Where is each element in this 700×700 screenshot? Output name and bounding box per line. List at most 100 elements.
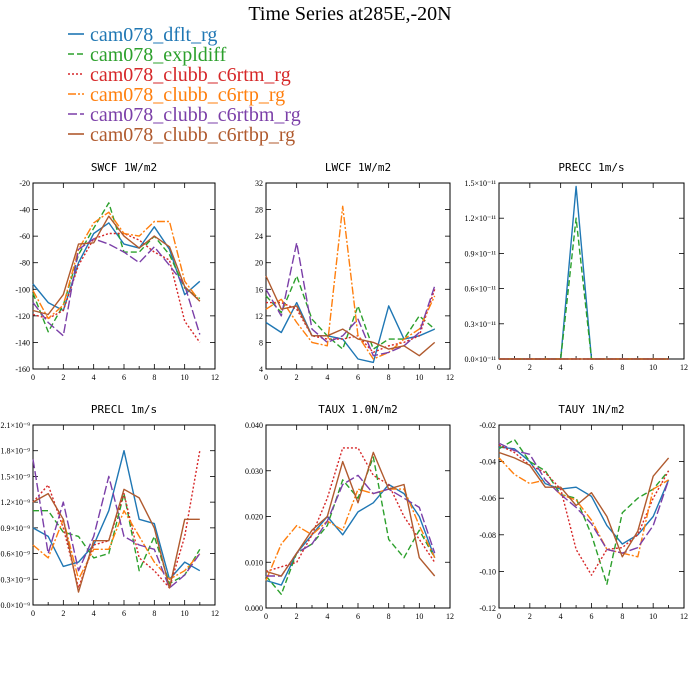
chart-panel: SWCF 1W/m2 0 2 4 6 8 10 12 -160 -140 -120 -100 -80 -6… bbox=[15, 161, 219, 382]
chart-panel: TAUX 1.0N/m2 0 2 4 6 8 10 12 0.000 0.010 0.020 0.03… bbox=[245, 403, 454, 621]
plot-frame bbox=[498, 424, 685, 609]
y-tick-label: -60 bbox=[19, 232, 30, 241]
panel-title: PRECL 1m/s bbox=[91, 403, 157, 416]
series-line bbox=[266, 289, 436, 354]
x-tick-label: 4 bbox=[92, 609, 96, 618]
series-line bbox=[32, 215, 201, 316]
series-line bbox=[265, 483, 436, 586]
series-line bbox=[498, 444, 670, 576]
y-tick-label: -0.04 bbox=[479, 458, 496, 467]
legend-item: cam078_dflt_rg bbox=[68, 24, 217, 46]
chart-panel: PRECC 1m/s 0 2 4 6 8 10 12 0.0×10⁻¹¹ 0.3×10⁻¹¹ 0.6… bbox=[464, 161, 688, 372]
series-line bbox=[499, 185, 669, 360]
series-line bbox=[265, 301, 435, 364]
series-line bbox=[498, 451, 670, 558]
legend: cam078_dflt_rgcam078_expldiffcam078_club… bbox=[68, 24, 301, 146]
x-tick-label: 8 bbox=[152, 373, 156, 382]
panel-title: PRECC 1m/s bbox=[558, 161, 624, 174]
series-line bbox=[265, 447, 436, 573]
x-tick-label: 12 bbox=[680, 363, 688, 372]
x-tick-label: 8 bbox=[387, 612, 391, 621]
y-tick-label: 0.9×10⁻⁹ bbox=[0, 524, 30, 533]
x-tick-label: 12 bbox=[446, 373, 454, 382]
series-line bbox=[498, 446, 670, 545]
x-tick-label: 2 bbox=[295, 612, 299, 621]
chart-panel: TAUY 1N/m2 0 2 4 6 8 10 12 -0.12 -0.10 -0.08 -0.06 -… bbox=[479, 403, 688, 621]
x-tick-label: 10 bbox=[649, 612, 657, 621]
series-line bbox=[265, 456, 436, 595]
series-line bbox=[32, 238, 201, 337]
x-tick-label: 8 bbox=[620, 612, 624, 621]
legend-item: cam078_clubb_c6rtm_rg bbox=[68, 64, 291, 86]
x-tick-label: 0 bbox=[497, 363, 501, 372]
chart-panel: PRECL 1m/s 0 2 4 6 8 10 12 0.0×10⁻⁹ 0.3×10⁻⁹ 0.6×1… bbox=[0, 403, 219, 618]
y-tick-label: -40 bbox=[19, 206, 30, 215]
y-tick-label: -80 bbox=[19, 259, 30, 268]
y-tick-label: 28 bbox=[255, 206, 263, 215]
x-tick-label: 0 bbox=[497, 612, 501, 621]
x-tick-label: 10 bbox=[415, 612, 423, 621]
y-tick-label: -100 bbox=[15, 285, 30, 294]
y-tick-label: -0.06 bbox=[479, 494, 496, 503]
y-tick-label: 20 bbox=[255, 259, 263, 268]
x-tick-label: 8 bbox=[152, 609, 156, 618]
legend-item: cam078_expldiff bbox=[68, 44, 227, 66]
x-tick-label: 8 bbox=[620, 363, 624, 372]
x-tick-label: 0 bbox=[264, 373, 268, 382]
x-tick-label: 6 bbox=[122, 373, 126, 382]
chart-panels: SWCF 1W/m20 2 4 6 8 10 12-160-140-120-100-80-6… bbox=[0, 161, 688, 621]
legend-label: cam078_clubb_c6rtbp_rg bbox=[90, 124, 295, 146]
x-tick-label: 12 bbox=[446, 612, 454, 621]
x-tick-label: 6 bbox=[590, 363, 594, 372]
legend-label: cam078_clubb_c6rtbm_rg bbox=[90, 104, 301, 126]
x-tick-label: 4 bbox=[92, 373, 96, 382]
x-tick-label: 6 bbox=[590, 612, 594, 621]
x-tick-label: 6 bbox=[122, 609, 126, 618]
y-tick-label: -0.12 bbox=[479, 604, 496, 613]
x-tick-label: 10 bbox=[181, 373, 189, 382]
y-tick-label: 32 bbox=[255, 179, 263, 188]
x-tick-label: 6 bbox=[356, 612, 360, 621]
series-line bbox=[32, 211, 201, 320]
x-tick-label: 4 bbox=[325, 612, 329, 621]
x-tick-label: 6 bbox=[356, 373, 360, 382]
y-tick-label: 0.0×10⁻⁹ bbox=[0, 601, 30, 610]
y-tick-label: 0.3×10⁻¹¹ bbox=[464, 320, 496, 329]
x-tick-label: 10 bbox=[649, 363, 657, 372]
panel-title: LWCF 1W/m2 bbox=[325, 161, 391, 174]
y-tick-label: 0.3×10⁻⁹ bbox=[0, 575, 30, 584]
x-tick-label: 2 bbox=[528, 612, 532, 621]
x-tick-label: 2 bbox=[528, 363, 532, 372]
y-tick-label: 0.030 bbox=[245, 467, 263, 476]
legend-item: cam078_clubb_c6rtbp_rg bbox=[68, 124, 295, 146]
x-tick-label: 0 bbox=[264, 612, 268, 621]
x-tick-label: 10 bbox=[181, 609, 189, 618]
x-tick-label: 12 bbox=[211, 373, 219, 382]
x-tick-label: 2 bbox=[295, 373, 299, 382]
y-tick-label: 0.9×10⁻¹¹ bbox=[464, 249, 496, 258]
legend-item: cam078_clubb_c6rtbm_rg bbox=[68, 104, 301, 126]
y-tick-label: 24 bbox=[255, 232, 263, 241]
y-tick-label: 0.020 bbox=[245, 513, 263, 522]
y-tick-label: 0.6×10⁻¹¹ bbox=[464, 285, 496, 294]
series-line bbox=[32, 450, 201, 589]
x-tick-label: 4 bbox=[325, 373, 329, 382]
y-tick-label: 12 bbox=[255, 312, 263, 321]
plot-frame bbox=[265, 182, 451, 370]
x-tick-label: 0 bbox=[31, 373, 35, 382]
y-tick-label: 0.040 bbox=[245, 421, 263, 430]
y-tick-label: -160 bbox=[15, 365, 30, 374]
y-tick-label: -0.02 bbox=[479, 421, 496, 430]
y-tick-label: 0.0×10⁻¹¹ bbox=[464, 355, 496, 364]
figure-title: Time Series at285E,-20N bbox=[248, 3, 451, 25]
panel-title: TAUX 1.0N/m2 bbox=[318, 403, 397, 416]
y-tick-label: 0.6×10⁻⁹ bbox=[0, 550, 30, 559]
y-tick-label: 8 bbox=[259, 338, 263, 347]
x-tick-label: 2 bbox=[61, 373, 65, 382]
y-tick-label: -120 bbox=[15, 312, 30, 321]
series-line bbox=[498, 442, 670, 554]
series-line bbox=[265, 205, 436, 360]
series-line bbox=[33, 492, 201, 585]
series-line bbox=[265, 488, 436, 581]
